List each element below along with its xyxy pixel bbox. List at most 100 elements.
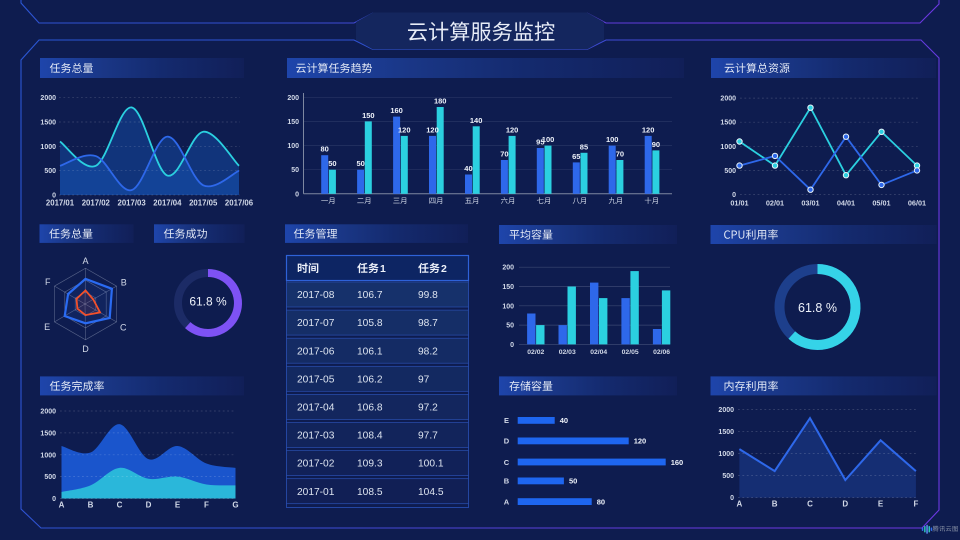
svg-text:100: 100 — [287, 143, 299, 150]
svg-text:1000: 1000 — [40, 144, 56, 151]
svg-text:100: 100 — [542, 135, 555, 144]
svg-text:C: C — [120, 322, 127, 332]
svg-text:2017/06: 2017/06 — [225, 198, 254, 207]
svg-text:1500: 1500 — [720, 120, 736, 127]
svg-text:A: A — [82, 256, 88, 266]
svg-text:500: 500 — [724, 168, 736, 175]
svg-text:2: 2 — [441, 263, 447, 275]
svg-text:109.3: 109.3 — [357, 459, 383, 470]
svg-text:0: 0 — [510, 342, 514, 349]
svg-text:100: 100 — [502, 303, 514, 310]
svg-text:105.8: 105.8 — [357, 318, 383, 329]
svg-text:B: B — [88, 501, 94, 510]
svg-text:120: 120 — [426, 125, 439, 134]
svg-text:0: 0 — [730, 495, 734, 502]
svg-text:F: F — [204, 501, 209, 510]
svg-text:1500: 1500 — [40, 430, 56, 437]
svg-text:B: B — [772, 500, 778, 509]
svg-text:98.7: 98.7 — [418, 318, 438, 329]
svg-text:2017-06: 2017-06 — [297, 346, 335, 357]
svg-text:A: A — [737, 500, 743, 509]
svg-text:70: 70 — [500, 150, 508, 159]
svg-text:140: 140 — [470, 116, 483, 125]
svg-text:120: 120 — [634, 437, 647, 446]
svg-text:97: 97 — [418, 374, 430, 385]
svg-text:2017-08: 2017-08 — [297, 290, 335, 301]
svg-text:03/01: 03/01 — [801, 198, 819, 207]
svg-text:120: 120 — [506, 125, 519, 134]
svg-text:65: 65 — [572, 152, 580, 161]
svg-text:02/06: 02/06 — [653, 349, 670, 356]
svg-text:02/04: 02/04 — [590, 349, 607, 356]
svg-text:02/03: 02/03 — [559, 349, 576, 356]
svg-text:F: F — [913, 500, 918, 509]
svg-text:05/01: 05/01 — [872, 198, 890, 207]
svg-text:A: A — [59, 501, 65, 510]
svg-text:C: C — [504, 458, 510, 467]
svg-text:1000: 1000 — [720, 144, 736, 151]
svg-text:02/05: 02/05 — [622, 349, 639, 356]
svg-text:106.7: 106.7 — [357, 290, 383, 301]
svg-text:2017-04: 2017-04 — [297, 403, 335, 414]
svg-text:2017-03: 2017-03 — [297, 431, 335, 442]
svg-text:06/01: 06/01 — [908, 198, 926, 207]
svg-text:D: D — [82, 344, 89, 354]
svg-text:50: 50 — [356, 159, 364, 168]
svg-text:120: 120 — [642, 125, 655, 134]
svg-text:2017/01: 2017/01 — [46, 198, 75, 207]
svg-text:0: 0 — [52, 193, 56, 200]
svg-text:2000: 2000 — [720, 96, 736, 103]
svg-text:2017/02: 2017/02 — [82, 198, 111, 207]
svg-text:2017-02: 2017-02 — [297, 459, 335, 470]
svg-text:150: 150 — [502, 284, 514, 291]
svg-text:A: A — [504, 497, 510, 506]
svg-text:100.1: 100.1 — [418, 459, 444, 470]
svg-text:160: 160 — [390, 106, 403, 115]
svg-text:B: B — [121, 278, 127, 288]
svg-text:1000: 1000 — [718, 451, 734, 458]
svg-text:D: D — [504, 437, 510, 446]
svg-text:500: 500 — [722, 473, 734, 480]
svg-text:106.2: 106.2 — [357, 374, 383, 385]
svg-text:G: G — [232, 501, 238, 510]
svg-text:1: 1 — [380, 263, 386, 275]
svg-text:61.8 %: 61.8 % — [189, 295, 227, 309]
svg-text:108.5: 108.5 — [357, 487, 383, 498]
svg-text:2000: 2000 — [40, 95, 56, 102]
svg-text:180: 180 — [434, 96, 447, 105]
svg-text:200: 200 — [502, 265, 514, 272]
svg-text:D: D — [842, 500, 848, 509]
svg-text:2000: 2000 — [40, 409, 56, 416]
svg-text:1000: 1000 — [40, 452, 56, 459]
svg-text:01/01: 01/01 — [730, 198, 748, 207]
svg-text:1500: 1500 — [718, 429, 734, 436]
svg-text:106.8: 106.8 — [357, 403, 383, 414]
svg-text:02/02: 02/02 — [527, 349, 544, 356]
svg-text:120: 120 — [398, 125, 411, 134]
svg-text:E: E — [878, 500, 884, 509]
svg-text:61.8 %: 61.8 % — [798, 301, 837, 315]
svg-text:150: 150 — [362, 111, 375, 120]
svg-text:108.4: 108.4 — [357, 431, 383, 442]
svg-text:2017/04: 2017/04 — [153, 198, 182, 207]
svg-text:160: 160 — [671, 458, 684, 467]
svg-text:2017/03: 2017/03 — [118, 198, 147, 207]
svg-text:0: 0 — [52, 496, 56, 503]
svg-text:2000: 2000 — [718, 407, 734, 414]
svg-text:50: 50 — [328, 159, 336, 168]
svg-text:500: 500 — [44, 168, 56, 175]
svg-text:04/01: 04/01 — [837, 198, 855, 207]
svg-text:B: B — [504, 477, 510, 486]
svg-text:2017-01: 2017-01 — [297, 487, 335, 498]
svg-text:F: F — [45, 277, 51, 287]
svg-text:200: 200 — [287, 95, 299, 102]
svg-text:95: 95 — [536, 137, 544, 146]
svg-text:2017-07: 2017-07 — [297, 318, 335, 329]
svg-text:80: 80 — [321, 145, 329, 154]
svg-text:1500: 1500 — [40, 120, 56, 127]
svg-text:40: 40 — [464, 164, 472, 173]
svg-text:E: E — [44, 322, 50, 332]
svg-text:98.2: 98.2 — [418, 346, 438, 357]
svg-text:97.2: 97.2 — [418, 403, 438, 414]
svg-text:150: 150 — [287, 119, 299, 126]
